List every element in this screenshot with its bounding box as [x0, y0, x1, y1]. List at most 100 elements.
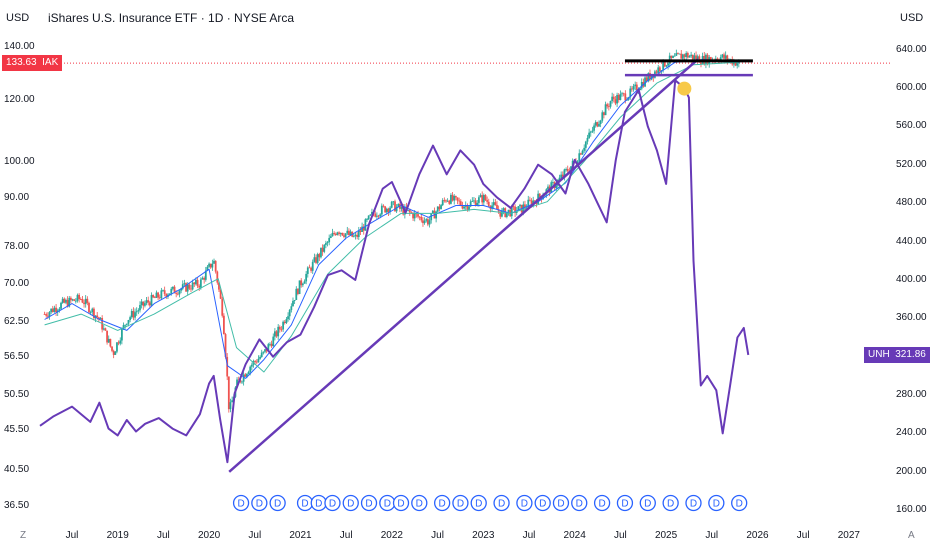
iak-candle: [606, 104, 609, 107]
dividend-event-label: D: [256, 499, 263, 510]
right-axis-tick-label: 200.00: [896, 465, 927, 477]
iak-candle: [389, 207, 391, 213]
iak-candle: [603, 112, 605, 116]
iak-candle: [324, 243, 327, 245]
iak-candle: [614, 99, 617, 104]
iak-candle: [145, 300, 148, 304]
iak-candle: [563, 169, 566, 177]
iak-candle: [502, 208, 505, 211]
dividend-event-marker: [571, 494, 588, 512]
auto-scale-button[interactable]: A: [908, 530, 915, 541]
iak-candle: [346, 230, 349, 234]
iak-candle: [288, 309, 291, 317]
iak-candle: [367, 215, 370, 220]
iak-candle: [663, 59, 666, 67]
iak-candle: [596, 122, 599, 127]
iak-candle: [709, 57, 712, 61]
iak-candle: [162, 290, 164, 292]
iak-candle: [150, 295, 153, 306]
iak-candle: [385, 208, 388, 213]
iak-candle: [552, 182, 554, 183]
iak-candle: [420, 216, 423, 221]
iak-candle: [598, 123, 600, 127]
iak-candle: [499, 211, 502, 217]
unh-price-line: [39, 79, 750, 464]
dividend-event-label: D: [644, 499, 651, 510]
iak-candle: [645, 77, 648, 82]
iak-symbol: IAK: [42, 57, 59, 69]
iak-candle: [260, 352, 263, 357]
iak-candle: [175, 293, 178, 295]
iak-candle: [158, 297, 161, 299]
iak-candle: [422, 220, 424, 224]
dividend-event-label: D: [457, 499, 464, 510]
right-axis-currency[interactable]: USD: [900, 12, 924, 24]
iak-candle: [471, 200, 474, 202]
iak-candle: [43, 314, 46, 315]
iak-candle: [690, 54, 693, 57]
iak-candle: [379, 214, 382, 217]
left-axis-tick-label: 90.00: [4, 191, 30, 203]
iak-candle: [76, 294, 79, 301]
iak-candle: [328, 237, 331, 243]
iak-candle: [297, 288, 299, 294]
iak-candle: [155, 292, 158, 298]
iak-candle: [496, 204, 498, 210]
iak-candle: [647, 73, 650, 82]
iak-candle: [104, 328, 107, 331]
iak-candle: [285, 319, 288, 324]
left-axis-currency[interactable]: USD: [6, 12, 30, 24]
timezone-button[interactable]: Z: [20, 530, 27, 541]
iak-candle: [667, 63, 669, 66]
iak-candle: [295, 288, 298, 301]
iak-candle: [270, 343, 273, 347]
dividend-event-label: D: [315, 499, 322, 510]
iak-candle: [425, 219, 428, 221]
iak-candle: [392, 201, 395, 203]
iak-candle: [581, 150, 584, 155]
iak-candle: [135, 311, 138, 313]
iak-candle: [308, 267, 311, 269]
iak-candle: [89, 312, 92, 313]
iak-candle: [681, 54, 684, 59]
iak-candle: [417, 214, 419, 217]
iak-candle: [395, 206, 398, 212]
iak-candle: [320, 247, 322, 258]
x-axis-tick-label: Jul: [431, 530, 444, 541]
left-axis-tick-label: 140.00: [4, 41, 35, 53]
iak-candle: [361, 226, 363, 232]
iak-candle: [96, 315, 99, 318]
iak-candle: [117, 342, 120, 344]
right-axis-tick-label: 280.00: [896, 389, 927, 401]
iak-candle: [208, 263, 210, 267]
iak-candle: [300, 280, 303, 286]
x-axis-tick-label: 2022: [380, 530, 403, 541]
iak-candle: [719, 57, 722, 62]
iak-candle: [524, 204, 526, 208]
iak-candle: [686, 53, 689, 58]
iak-candle: [282, 321, 285, 330]
iak-candle: [665, 65, 668, 67]
iak-candle: [407, 209, 410, 211]
iak-candle: [231, 400, 234, 403]
iak-candle: [222, 315, 225, 335]
dividend-event-marker: [662, 494, 679, 512]
iak-candle: [678, 53, 681, 55]
iak-candle: [178, 290, 181, 295]
left-axis-tick-label: 78.00: [4, 240, 30, 252]
iak-candle: [171, 286, 174, 289]
iak-candle: [88, 302, 90, 313]
iak-candle: [670, 55, 673, 58]
iak-candle: [736, 63, 739, 66]
iak-candle: [507, 209, 510, 213]
iak-candle: [287, 316, 289, 320]
iak-candle: [341, 232, 344, 236]
iak-candle: [185, 283, 187, 292]
iak-candle: [695, 55, 697, 60]
iak-candle: [188, 284, 191, 289]
iak-candle: [321, 247, 324, 252]
iak-candle: [130, 310, 133, 318]
iak-candle: [193, 282, 196, 285]
iak-candle: [63, 298, 66, 303]
